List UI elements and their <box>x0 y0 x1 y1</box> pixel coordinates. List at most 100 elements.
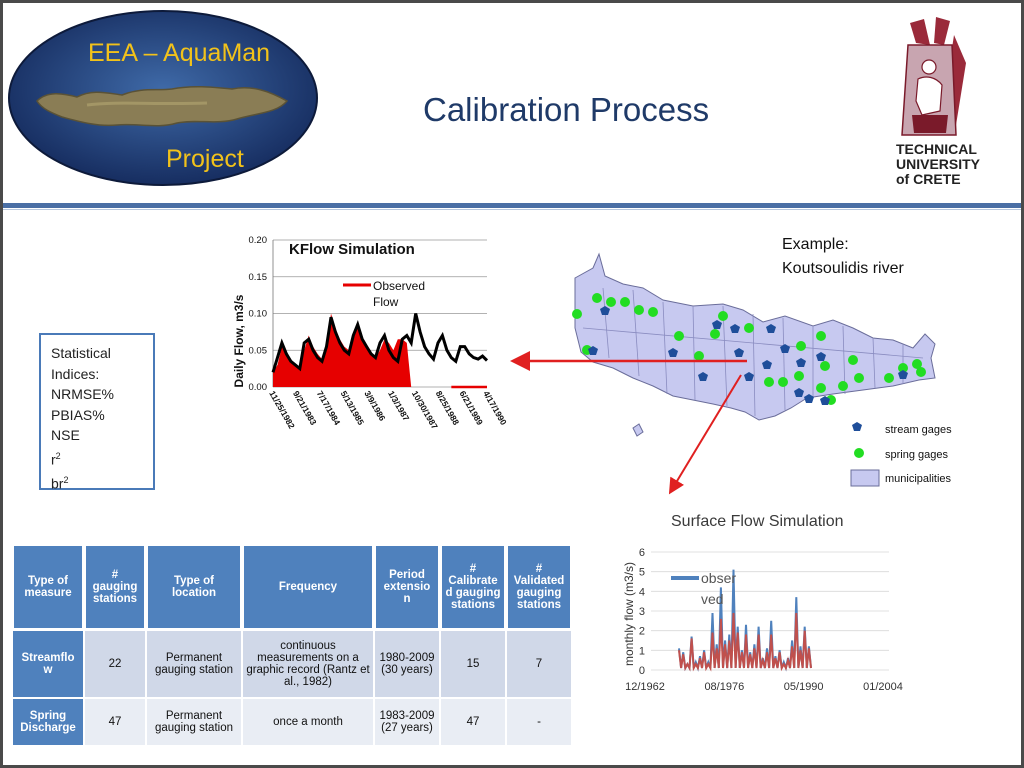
surface-flow-chart: 0 1 2 3 4 5 6 12/1962 08/1976 05/1990 01/2004 obs… <box>622 547 903 693</box>
table-cell: Permanent gauging station <box>147 699 241 745</box>
spring-gage-legend-label: spring gages <box>885 449 948 461</box>
table-header-row: Type of measure # gauging stations Type … <box>13 545 571 629</box>
logo-subtitle: Project <box>166 145 244 173</box>
table-cell: 22 <box>85 631 145 697</box>
slide: EEA – AquaMan Project Calibration Proces… <box>3 3 1021 765</box>
stats-r-superscript: 2 <box>55 450 61 461</box>
gauging-stations-table: Type of measure # gauging stations Type … <box>11 543 573 747</box>
spring-gage-markers <box>572 293 926 405</box>
table-header-cell: # Calibrate d gauging stations <box>441 545 505 629</box>
arrows-overlay <box>510 351 747 495</box>
surface-flow-x-tick-label: 01/2004 <box>863 681 903 693</box>
gavdos-island <box>632 423 644 437</box>
surface-flow-y-tick-label: 2 <box>639 626 645 638</box>
surface-flow-x-tick-label: 05/1990 <box>784 681 824 693</box>
table-header-cell: # Validated gauging stations <box>507 545 571 629</box>
table-cell: - <box>507 699 571 745</box>
header-divider-thin <box>3 209 1021 210</box>
university-line-2: UNIVERSITY <box>896 156 981 172</box>
kflow-legend-label-2: Flow <box>373 295 399 309</box>
crete-municipalities-map: stream gages spring gages municipalities <box>572 252 952 487</box>
stats-heading-1: Statistical <box>51 345 111 361</box>
crete-island-shape <box>574 252 936 421</box>
table-cell: continuous measurements on a graphic rec… <box>243 631 373 697</box>
kflow-title: KFlow Simulation <box>289 241 415 258</box>
surface-flow-y-tick-label: 1 <box>639 645 645 657</box>
table-header-cell: Type of location <box>147 545 241 629</box>
surface-flow-x-tick-label: 08/1976 <box>704 681 744 693</box>
surface-flow-y-axis-label: monthly flow (m3/s) <box>622 562 636 666</box>
university-name: TECHNICAL UNIVERSITY of CRETE <box>896 142 980 187</box>
table-row: Streamflo w 22 Permanent gauging station… <box>13 631 571 697</box>
surface-flow-y-tick-label: 0 <box>639 665 645 677</box>
surface-flow-legend-label-1: obser <box>701 570 736 586</box>
surface-flow-y-tick-label: 4 <box>639 586 645 598</box>
table-header-cell: Period extensio n <box>375 545 439 629</box>
surface-flow-y-ticks: 0 1 2 3 4 5 6 <box>639 547 645 677</box>
table-cell: Streamflo w <box>13 631 83 697</box>
kflow-simulation-chart: 0.200.150.100.050.00 11/25/19829/21/1983… <box>232 235 509 431</box>
surface-flow-x-ticks: 12/1962 08/1976 05/1990 01/2004 <box>625 681 903 693</box>
table-cell: Spring Discharge <box>13 699 83 745</box>
header-divider <box>3 203 1021 208</box>
statistical-indices-box: Statistical Indices: NRMSE% PBIAS% NSE r… <box>39 333 155 491</box>
table-header-cell: Type of measure <box>13 545 83 629</box>
stats-br-superscript: 2 <box>63 474 69 485</box>
surface-flow-simulated-line <box>678 612 812 672</box>
kflow-y-axis-label: Daily Flow, m3/s <box>232 294 246 387</box>
stream-gage-legend-label: stream gages <box>885 424 952 436</box>
table-cell: 1983-2009 (27 years) <box>375 699 439 745</box>
example-label: Example: Koutsoulidis river <box>782 233 904 281</box>
map-legend: stream gages spring gages municipalities <box>850 422 952 487</box>
surface-flow-y-tick-label: 3 <box>639 606 645 618</box>
example-line-1: Example: <box>782 236 849 253</box>
logo-title: EEA – AquaMan <box>88 39 271 67</box>
surface-flow-x-tick-label: 12/1962 <box>625 681 665 693</box>
municipality-legend-label: municipalities <box>885 473 952 485</box>
spring-gage-legend-icon <box>854 448 864 458</box>
surface-flow-title: Surface Flow Simulation <box>671 513 844 530</box>
kflow-simulated-line <box>271 313 489 373</box>
table-cell: 47 <box>85 699 145 745</box>
table-cell: 1980-2009 (30 years) <box>375 631 439 697</box>
stats-heading-2: Indices: <box>51 365 100 382</box>
stream-gage-markers <box>588 306 908 405</box>
table-cell: Permanent gauging station <box>147 631 241 697</box>
kflow-y-tick-label: 0.05 <box>249 345 268 356</box>
table-cell: 15 <box>441 631 505 697</box>
stats-br-label: br <box>51 475 64 492</box>
table-row: Spring Discharge 47 Permanent gauging st… <box>13 699 571 745</box>
stats-r-label: r <box>51 451 56 468</box>
surface-flow-y-tick-label: 5 <box>639 567 645 579</box>
stream-gage-legend-icon <box>852 422 862 431</box>
table-cell: 7 <box>507 631 571 697</box>
stats-item-br2: br2 <box>51 470 114 494</box>
surface-flow-legend-label-2: ved <box>701 591 724 607</box>
table-cell: 47 <box>441 699 505 745</box>
statistical-indices-list: Statistical Indices: NRMSE% PBIAS% NSE r… <box>51 343 114 494</box>
university-line-3: of CRETE <box>896 171 961 187</box>
example-line-2: Koutsoulidis river <box>782 260 904 277</box>
table-header-cell: Frequency <box>243 545 373 629</box>
kflow-legend-label-1: Observed <box>373 279 425 293</box>
arrow-to-surface-flow-chart <box>668 374 742 495</box>
stats-item-pbias: PBIAS% <box>51 406 105 423</box>
stats-item-nrmse: NRMSE% <box>51 386 115 402</box>
university-line-1: TECHNICAL <box>896 141 977 157</box>
kflow-y-tick-label: 0.10 <box>249 309 268 320</box>
stats-item-nse: NSE <box>51 427 80 443</box>
stats-item-r2: r2 <box>51 446 114 470</box>
slide-title: Calibration Process <box>423 91 710 128</box>
kflow-y-tick-label: 0.00 <box>249 382 268 393</box>
university-emblem <box>901 17 966 136</box>
municipality-legend-icon <box>850 469 880 487</box>
table-cell: once a month <box>243 699 373 745</box>
kflow-y-tick-label: 0.15 <box>249 272 268 283</box>
surface-flow-y-tick-label: 6 <box>639 547 645 559</box>
kflow-y-tick-label: 0.20 <box>249 235 268 246</box>
municipality-borders <box>582 287 924 417</box>
table-header-cell: # gauging stations <box>85 545 145 629</box>
crete-satellite-logo <box>8 10 318 186</box>
kflow-y-ticks: 0.20 0.15 0.10 0.05 0.00 <box>249 235 268 393</box>
kflow-observed-area <box>273 313 452 387</box>
